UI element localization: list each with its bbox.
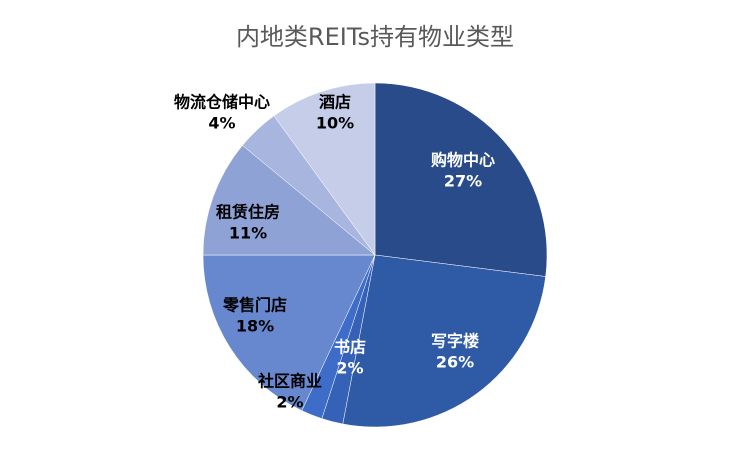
pie-slice: [342, 254, 546, 428]
slice-label: 社区商业: [257, 372, 322, 391]
slice-label: 租赁住房: [216, 203, 280, 222]
slice-value-label: 18%: [236, 317, 274, 336]
slice-value-label: 2%: [276, 393, 303, 412]
slice-value-label: 11%: [229, 224, 267, 243]
slice-value-label: 10%: [316, 114, 354, 133]
pie-slice: [202, 145, 376, 256]
slice-value-label: 2%: [336, 359, 363, 378]
chart-title: 内地类REITs持有物业类型: [236, 23, 514, 51]
slice-value-label: 27%: [444, 172, 482, 191]
slice-label: 物流仓储中心: [174, 93, 270, 112]
slice-label: 写字楼: [431, 332, 479, 351]
slice-value-label: 26%: [436, 353, 474, 372]
slice-label: 酒店: [319, 93, 351, 112]
slice-label: 书店: [334, 338, 366, 357]
pie-slice: [374, 82, 548, 277]
pie-slice: [273, 82, 376, 256]
slice-label: 零售门店: [222, 296, 287, 315]
slice-value-label: 4%: [208, 114, 235, 133]
slice-label: 购物中心: [431, 151, 495, 170]
pie-slice: [202, 254, 376, 411]
